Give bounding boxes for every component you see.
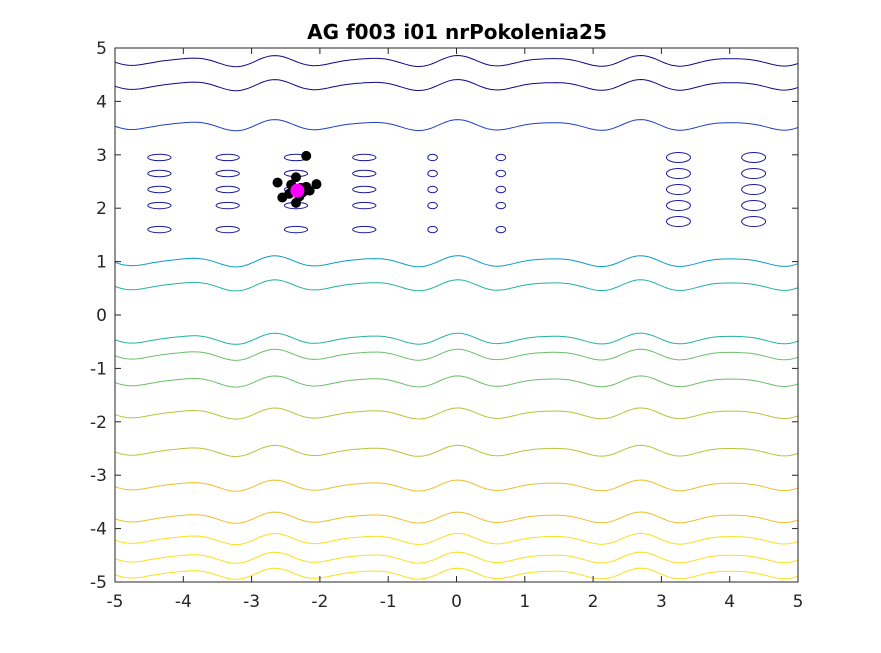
y-tick-label: 4 — [96, 92, 107, 112]
axes-background — [115, 48, 798, 582]
contour-line — [115, 332, 798, 345]
contour-blob — [352, 201, 377, 210]
contour-blob — [147, 153, 172, 162]
contour-blob — [665, 167, 691, 179]
contour-blob — [665, 151, 691, 163]
contour-blob — [215, 201, 240, 210]
population-point — [311, 179, 322, 190]
contour-line — [115, 119, 798, 132]
contour-blob — [495, 153, 507, 162]
contour-blob — [495, 225, 507, 234]
contour-blob — [427, 225, 438, 234]
contour-blob — [741, 151, 767, 163]
y-axis: -5 -4 -3 -2 -1 0 1 2 3 4 5 — [90, 39, 798, 593]
contour-blob — [741, 200, 767, 212]
contour-blob — [215, 185, 240, 194]
contour-blob — [352, 153, 377, 162]
contour-blob — [741, 216, 767, 228]
contour-blob — [147, 169, 172, 178]
y-tick-label: 1 — [96, 253, 107, 273]
contour-blob — [427, 201, 438, 210]
contour-line — [115, 444, 798, 458]
x-tick-label: 3 — [656, 592, 667, 612]
contour-line — [115, 375, 798, 388]
x-tick-label: -4 — [175, 592, 192, 612]
contour-blob — [741, 167, 767, 179]
contour-blob — [427, 153, 438, 162]
x-tick-label: -2 — [311, 592, 328, 612]
contour-line — [115, 532, 798, 546]
contour-line — [115, 78, 798, 92]
contour-blob — [147, 225, 172, 234]
population-point — [304, 185, 315, 196]
contour-blob — [427, 185, 438, 194]
contour-line — [115, 479, 798, 492]
contour-blob — [215, 225, 240, 234]
contour-blob — [215, 153, 240, 162]
population-point — [301, 150, 312, 161]
contour-blob — [665, 200, 691, 212]
population-point — [290, 172, 301, 183]
contour-line — [115, 54, 798, 68]
contour-line — [115, 279, 798, 292]
plot-area — [114, 47, 799, 583]
contour-blob — [495, 169, 507, 178]
contour-blob — [352, 185, 377, 194]
contour-blob — [495, 185, 507, 194]
population-point — [290, 197, 301, 208]
population-point — [277, 192, 288, 203]
y-tick-label: 3 — [96, 146, 107, 166]
contour-blob — [352, 225, 377, 234]
contour-blob — [665, 216, 691, 228]
y-tick-label: 2 — [96, 199, 107, 219]
x-tick-label: 4 — [724, 592, 735, 612]
contour-blob — [352, 169, 377, 178]
y-tick-label: 5 — [96, 39, 107, 59]
contour-line — [115, 567, 798, 580]
y-tick-label: -3 — [90, 466, 107, 486]
chart-title: AG f003 i01 nrPokolenia25 — [307, 20, 607, 44]
x-tick-label: -5 — [107, 592, 124, 612]
x-axis: -5 -4 -3 -2 -1 0 1 2 3 4 5 — [107, 48, 804, 612]
y-tick-label: -4 — [90, 520, 107, 540]
contour-blob — [283, 225, 309, 234]
y-tick-label: -5 — [90, 573, 107, 593]
contour-line — [115, 348, 798, 361]
x-tick-label: 2 — [588, 592, 599, 612]
contour-line — [115, 551, 798, 564]
contour-lines — [115, 54, 798, 580]
contour-line — [115, 511, 798, 524]
contour-blob — [495, 201, 507, 210]
x-tick-label: 1 — [519, 592, 530, 612]
x-tick-label: -3 — [243, 592, 260, 612]
y-tick-label: -1 — [90, 359, 107, 379]
contour-blob — [665, 184, 691, 196]
best-point — [290, 183, 305, 198]
contour-blob — [147, 201, 172, 210]
contour-blob — [215, 169, 240, 178]
x-tick-label: 0 — [451, 592, 462, 612]
contour-blob — [147, 185, 172, 194]
contour-blob — [741, 184, 767, 196]
contour-blob — [427, 169, 438, 178]
y-tick-label: 0 — [96, 306, 107, 326]
population-point — [272, 177, 283, 188]
contour-line — [115, 407, 798, 420]
x-tick-label: -1 — [380, 592, 397, 612]
y-tick-label: -2 — [90, 413, 107, 433]
contour-line — [115, 255, 798, 268]
x-tick-label: 5 — [793, 592, 804, 612]
